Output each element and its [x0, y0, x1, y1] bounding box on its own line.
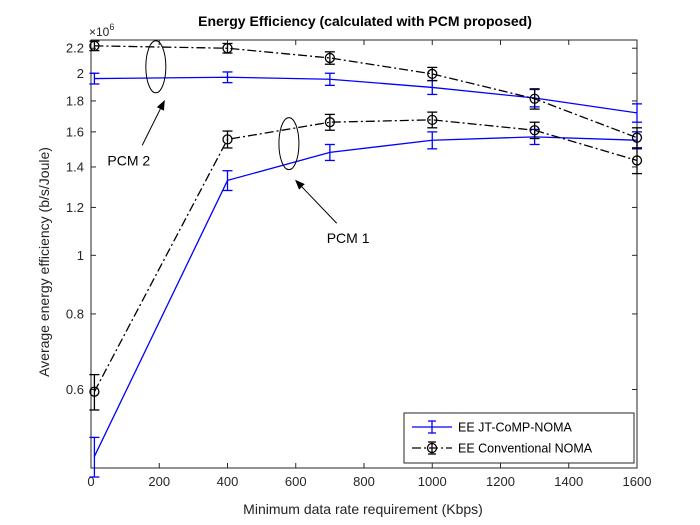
annotation-arrow [295, 179, 338, 224]
y-tick-label: 2.2 [66, 41, 84, 56]
data-point [89, 386, 100, 397]
y-tick-label: 1 [77, 248, 84, 263]
data-point [324, 52, 336, 64]
data-point [529, 93, 540, 104]
data-point [324, 117, 336, 128]
annotation-label: PCM 2 [107, 152, 150, 168]
x-tick-label: 600 [285, 474, 307, 489]
legend: EE JT-CoMP-NOMA EE Conventional NOMA [403, 412, 635, 464]
x-tick-label: 0 [87, 474, 94, 489]
x-axis-label: Minimum data rate requirement (Kbps) [243, 501, 483, 517]
chart-title: Energy Efficiency (calculated with PCM p… [198, 13, 532, 29]
data-point [529, 125, 540, 136]
y-axis-label: Average energy efficiency (b/s/Joule) [36, 147, 52, 377]
data-point [427, 68, 438, 80]
x-tick-label: 800 [353, 474, 375, 489]
legend-entry: EE Conventional NOMA [458, 442, 593, 456]
data-point [631, 155, 643, 166]
y-tick-label: 1.8 [66, 93, 84, 108]
y-multiplier: ×106 [89, 22, 114, 39]
x-tick-label: 400 [217, 474, 239, 489]
x-tick-label: 1200 [486, 474, 515, 489]
series-line-2 [93, 119, 638, 393]
data-point [222, 43, 233, 54]
x-tick-label: 1400 [554, 474, 583, 489]
data-point [631, 132, 643, 143]
series-line-1 [94, 76, 638, 114]
data-point [427, 114, 438, 125]
annotation-label: PCM 1 [327, 230, 370, 246]
x-tick-label: 1600 [623, 474, 652, 489]
data-point [89, 40, 100, 52]
data-point [222, 134, 233, 145]
y-tick-label: 2 [77, 66, 84, 81]
annotation-arrow [141, 100, 165, 146]
legend-entry: EE JT-CoMP-NOMA [458, 421, 573, 435]
x-tick-label: 200 [148, 474, 170, 489]
annotation-ellipse [278, 117, 300, 171]
x-tick-label: 1000 [418, 474, 447, 489]
y-tick-label: 0.8 [66, 306, 84, 321]
plot-area: 0 200 400 600 800 1000 1200 1400 1600 0.6 0.8 1 1.2 1… [66, 39, 652, 489]
axes-box [90, 39, 638, 469]
series-line-1 [93, 136, 638, 457]
y-tick-label: 1.4 [66, 159, 84, 174]
annotation-ellipse [145, 40, 167, 94]
series-line-2 [94, 45, 638, 139]
y-tick-label: 1.6 [66, 124, 84, 139]
legend-marker [426, 442, 438, 454]
y-tick-label: 1.2 [66, 200, 84, 215]
y-tick-label: 0.6 [66, 382, 84, 397]
legend-box [403, 412, 635, 464]
